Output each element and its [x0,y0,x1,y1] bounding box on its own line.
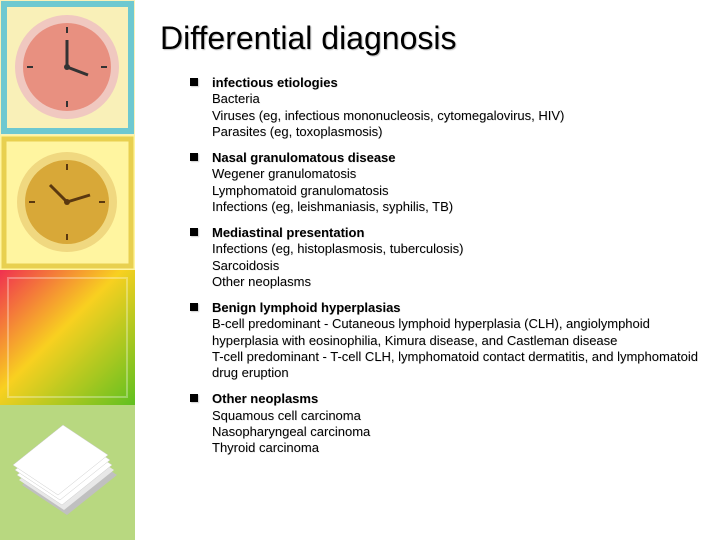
item-line: Wegener granulomatosis [212,166,700,182]
bullet-body: Benign lymphoid hyperplasiasB-cell predo… [212,300,700,381]
item-line: Parasites (eg, toxoplasmosis) [212,124,700,140]
item-line: Thyroid carcinoma [212,440,700,456]
bullet-icon [190,228,198,236]
sidebar [0,0,135,540]
bullet-icon [190,78,198,86]
content-area: Differential diagnosis infectious etiolo… [150,0,710,476]
bullet-list: infectious etiologiesBacteriaViruses (eg… [190,75,700,456]
sidebar-tile-gradient [0,270,135,405]
bullet-body: Nasal granulomatous diseaseWegener granu… [212,150,700,215]
item-line: Viruses (eg, infectious mononucleosis, c… [212,108,700,124]
item-line: Lymphomatoid granulomatosis [212,183,700,199]
item-heading: Benign lymphoid hyperplasias [212,300,700,316]
item-line: Squamous cell carcinoma [212,408,700,424]
sidebar-tile-clock-2 [0,135,135,270]
item-line: Sarcoidosis [212,258,700,274]
bullet-icon [190,394,198,402]
bullet-body: Mediastinal presentationInfections (eg, … [212,225,700,290]
bullet-icon [190,153,198,161]
item-line: Bacteria [212,91,700,107]
bullet-icon [190,303,198,311]
item-heading: Mediastinal presentation [212,225,700,241]
bullet-item: Nasal granulomatous diseaseWegener granu… [190,150,700,215]
bullet-body: Other neoplasmsSquamous cell carcinomaNa… [212,391,700,456]
item-heading: Nasal granulomatous disease [212,150,700,166]
item-line: B-cell predominant - Cutaneous lymphoid … [212,316,700,349]
item-line: T-cell predominant - T-cell CLH, lymphom… [212,349,700,382]
bullet-item: Benign lymphoid hyperplasiasB-cell predo… [190,300,700,381]
bullet-body: infectious etiologiesBacteriaViruses (eg… [212,75,700,140]
item-line: Nasopharyngeal carcinoma [212,424,700,440]
slide-title: Differential diagnosis [160,20,700,57]
item-line: Other neoplasms [212,274,700,290]
bullet-item: Other neoplasmsSquamous cell carcinomaNa… [190,391,700,456]
item-line: Infections (eg, leishmaniasis, syphilis,… [212,199,700,215]
item-heading: Other neoplasms [212,391,700,407]
sidebar-tile-papers [0,405,135,540]
item-heading: infectious etiologies [212,75,700,91]
item-line: Infections (eg, histoplasmosis, tubercul… [212,241,700,257]
sidebar-tile-clock-1 [0,0,135,135]
bullet-item: infectious etiologiesBacteriaViruses (eg… [190,75,700,140]
bullet-item: Mediastinal presentationInfections (eg, … [190,225,700,290]
